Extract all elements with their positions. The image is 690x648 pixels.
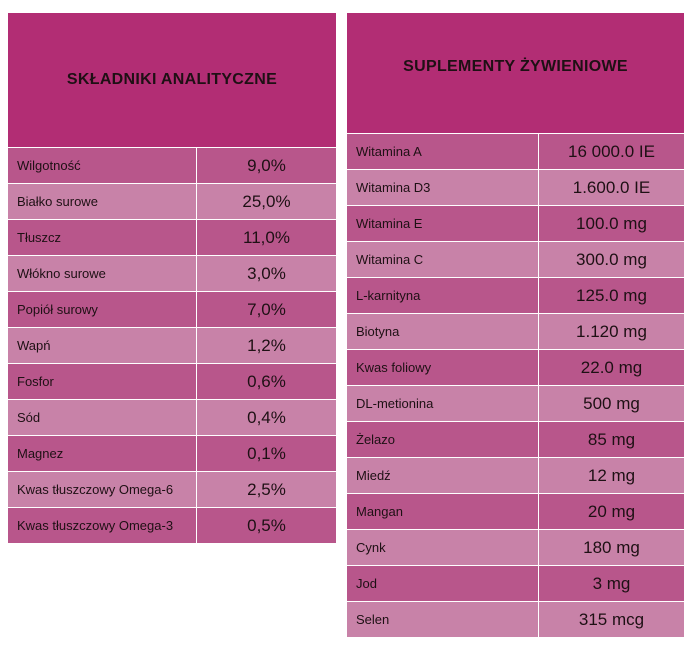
row-label: Mangan xyxy=(346,493,539,530)
analytical-components-title: SKŁADNIKI ANALITYCZNE xyxy=(66,71,278,88)
row-value: 180 mg xyxy=(538,529,685,566)
table-row: Popiół surowy 7,0% xyxy=(7,291,337,328)
analytical-components-table: SKŁADNIKI ANALITYCZNE Wilgotność 9,0% Biał… xyxy=(7,12,337,544)
row-value: 7,0% xyxy=(196,291,337,328)
row-label: Witamina E xyxy=(346,205,539,242)
row-value: 0,1% xyxy=(196,435,337,472)
row-value: 3,0% xyxy=(196,255,337,292)
table-row: Jod 3 mg xyxy=(346,565,685,602)
table-row: Kwas tłuszczowy Omega-6 2,5% xyxy=(7,471,337,508)
row-value: 12 mg xyxy=(538,457,685,494)
table-row: Magnez 0,1% xyxy=(7,435,337,472)
row-value: 0,4% xyxy=(196,399,337,436)
row-label: Jod xyxy=(346,565,539,602)
row-value: 16 000.0 IE xyxy=(538,133,685,170)
table-row: Żelazo 85 mg xyxy=(346,421,685,458)
table-row: Witamina E 100.0 mg xyxy=(346,205,685,242)
row-label: Kwas tłuszczowy Omega-6 xyxy=(7,471,197,508)
table-row: Białko surowe 25,0% xyxy=(7,183,337,220)
row-label: Selen xyxy=(346,601,539,638)
table-row: Biotyna 1.120 mg xyxy=(346,313,685,350)
table-row: Witamina A 16 000.0 IE xyxy=(346,133,685,170)
nutritional-supplements-header: SUPLEMENTY ŻYWIENIOWE xyxy=(346,12,685,134)
row-value: 0,6% xyxy=(196,363,337,400)
table-row: Wilgotność 9,0% xyxy=(7,147,337,184)
row-value: 100.0 mg xyxy=(538,205,685,242)
row-value: 11,0% xyxy=(196,219,337,256)
row-label: Witamina C xyxy=(346,241,539,278)
analytical-components-header: SKŁADNIKI ANALITYCZNE xyxy=(7,12,337,148)
row-label: Wapń xyxy=(7,327,197,364)
row-label: Witamina A xyxy=(346,133,539,170)
row-label: Biotyna xyxy=(346,313,539,350)
row-value: 500 mg xyxy=(538,385,685,422)
row-label: Wilgotność xyxy=(7,147,197,184)
table-row: Witamina C 300.0 mg xyxy=(346,241,685,278)
row-label: Białko surowe xyxy=(7,183,197,220)
nutritional-supplements-title: SUPLEMENTY ŻYWIENIOWE xyxy=(403,58,628,75)
row-value: 1,2% xyxy=(196,327,337,364)
row-value: 1.120 mg xyxy=(538,313,685,350)
table-row: Fosfor 0,6% xyxy=(7,363,337,400)
row-value: 9,0% xyxy=(196,147,337,184)
table-row: Tłuszcz 11,0% xyxy=(7,219,337,256)
table-row: Wapń 1,2% xyxy=(7,327,337,364)
row-label: Fosfor xyxy=(7,363,197,400)
row-label: Tłuszcz xyxy=(7,219,197,256)
table-row: Cynk 180 mg xyxy=(346,529,685,566)
row-value: 125.0 mg xyxy=(538,277,685,314)
table-row: Włókno surowe 3,0% xyxy=(7,255,337,292)
table-row: Mangan 20 mg xyxy=(346,493,685,530)
row-label: Żelazo xyxy=(346,421,539,458)
table-row: Kwas foliowy 22.0 mg xyxy=(346,349,685,386)
table-row: Selen 315 mcg xyxy=(346,601,685,638)
table-row: L-karnityna 125.0 mg xyxy=(346,277,685,314)
row-value: 25,0% xyxy=(196,183,337,220)
row-label: Sód xyxy=(7,399,197,436)
row-value: 1.600.0 IE xyxy=(538,169,685,206)
table-row: Witamina D3 1.600.0 IE xyxy=(346,169,685,206)
row-label: Popiół surowy xyxy=(7,291,197,328)
row-label: DL-metionina xyxy=(346,385,539,422)
row-label: L-karnityna xyxy=(346,277,539,314)
row-value: 315 mcg xyxy=(538,601,685,638)
row-label: Kwas tłuszczowy Omega-3 xyxy=(7,507,197,544)
row-label: Włókno surowe xyxy=(7,255,197,292)
table-row: Kwas tłuszczowy Omega-3 0,5% xyxy=(7,507,337,544)
row-label: Cynk xyxy=(346,529,539,566)
row-value: 2,5% xyxy=(196,471,337,508)
table-row: Miedź 12 mg xyxy=(346,457,685,494)
row-value: 22.0 mg xyxy=(538,349,685,386)
row-label: Magnez xyxy=(7,435,197,472)
row-label: Witamina D3 xyxy=(346,169,539,206)
table-row: Sód 0,4% xyxy=(7,399,337,436)
row-label: Miedź xyxy=(346,457,539,494)
nutritional-supplements-table: SUPLEMENTY ŻYWIENIOWE Witamina A 16 000.0… xyxy=(346,12,685,638)
row-value: 20 mg xyxy=(538,493,685,530)
row-value: 0,5% xyxy=(196,507,337,544)
row-value: 300.0 mg xyxy=(538,241,685,278)
row-value: 3 mg xyxy=(538,565,685,602)
table-row: DL-metionina 500 mg xyxy=(346,385,685,422)
row-label: Kwas foliowy xyxy=(346,349,539,386)
row-value: 85 mg xyxy=(538,421,685,458)
